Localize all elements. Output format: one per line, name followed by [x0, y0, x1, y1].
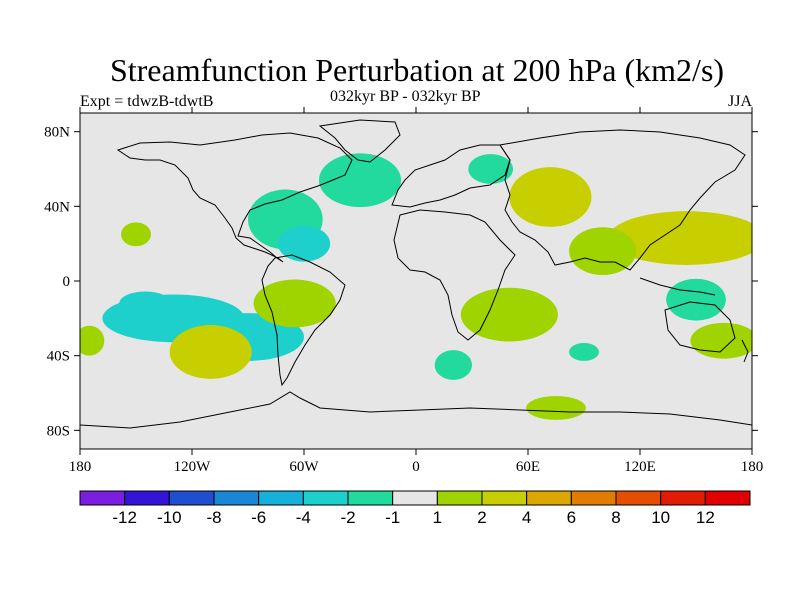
colorbar-label: 10	[651, 508, 670, 527]
coast-maritime	[639, 277, 716, 296]
contour-region	[169, 325, 252, 379]
contour-region	[666, 278, 726, 321]
contour-regions	[80, 153, 752, 420]
colorbar-label: -6	[251, 508, 266, 527]
coastlines	[80, 119, 752, 429]
contour-region	[277, 225, 331, 262]
x-tick-label: 0	[412, 459, 420, 475]
colorbar-swatch	[660, 490, 706, 506]
colorbar-label: -12	[112, 508, 137, 527]
colorbar-swatch	[124, 490, 170, 506]
x-tick-label: 60E	[516, 459, 540, 475]
colorbar-label: 1	[433, 508, 442, 527]
colorbar-swatch	[258, 490, 304, 506]
colorbar-label: -2	[340, 508, 355, 527]
colorbar-swatch	[79, 490, 126, 506]
colorbar-swatch	[481, 490, 528, 506]
contour-region	[121, 222, 151, 247]
colorbar-swatch	[615, 490, 662, 506]
colorbar-label: 12	[696, 508, 715, 527]
contour-region	[569, 227, 637, 276]
contour-region	[253, 279, 336, 328]
y-tick-label: 40N	[44, 199, 70, 215]
coast-antarctica	[80, 391, 752, 429]
period-label: 032kyr BP - 032kyr BP	[330, 88, 481, 105]
contour-region	[434, 350, 473, 380]
x-tick-label: 120E	[624, 459, 656, 475]
coast-africa	[393, 209, 516, 341]
colorbar-label: -8	[206, 508, 221, 527]
coast-south-america	[261, 254, 346, 387]
colorbar-swatch	[704, 490, 751, 506]
coast-new-zealand	[741, 339, 749, 363]
x-tick-label: 120W	[174, 459, 212, 475]
contour-region	[690, 322, 752, 359]
coast-greenland	[318, 119, 401, 163]
contour-region	[460, 287, 558, 342]
contour-region	[318, 153, 402, 208]
experiment-label: Expt = tdwzB-tdwtB	[80, 93, 214, 110]
contour-region	[569, 342, 599, 361]
colorbar-swatch	[392, 490, 438, 506]
contour-region	[526, 395, 586, 420]
colorbar-swatch	[168, 490, 215, 506]
contour-region	[468, 154, 514, 184]
y-tick-label: 0	[63, 274, 71, 290]
y-tick-label: 80S	[47, 423, 70, 439]
y-tick-label: 80N	[44, 125, 70, 141]
colorbar-label: 6	[567, 508, 576, 527]
colorbar-label: -4	[296, 508, 311, 527]
colorbar-swatch	[436, 490, 483, 506]
colorbar: -12 -10 -8 -6 -4 -2 -1 1 2 4 6 8 10 12	[79, 490, 751, 527]
y-axis: 80N 40N 0 40S 80S	[44, 125, 758, 439]
colorbar-swatch	[213, 490, 260, 506]
x-axis: 180 120W 60W 0 60E 120E 180	[69, 107, 764, 475]
colorbar-label: 2	[477, 508, 486, 527]
colorbar-swatch	[526, 490, 572, 506]
x-tick-label: 180	[741, 459, 764, 475]
coast-australia	[664, 301, 736, 353]
contour-region	[80, 325, 105, 356]
contour-region	[509, 167, 592, 227]
colorbar-swatch	[302, 490, 349, 506]
y-tick-label: 40S	[47, 349, 70, 365]
colorbar-label: 8	[611, 508, 620, 527]
chart-title: Streamfunction Perturbation at 200 hPa (…	[109, 52, 725, 88]
x-tick-label: 180	[69, 459, 92, 475]
colorbar-label: -10	[157, 508, 182, 527]
map-background	[80, 113, 752, 449]
coast-north-america	[116, 132, 353, 263]
contour-region	[119, 291, 172, 316]
coast-asia	[499, 129, 746, 271]
contour-region	[608, 211, 752, 265]
x-tick-label: 60W	[289, 459, 319, 475]
colorbar-swatch	[347, 490, 394, 506]
colorbar-swatch	[570, 490, 617, 506]
colorbar-label: -1	[385, 508, 400, 527]
season-label: JJA	[727, 93, 752, 110]
colorbar-label: 4	[522, 508, 531, 527]
